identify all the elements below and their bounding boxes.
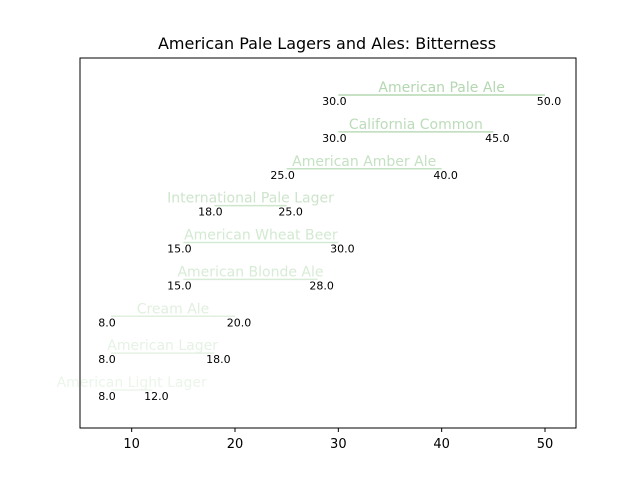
x-tick-label: 10 — [123, 437, 140, 452]
max-value-label: 28.0 — [309, 279, 334, 292]
style-label: American Blonde Ale — [177, 264, 323, 280]
style-label: American Wheat Beer — [184, 228, 338, 244]
style-label: International Pale Lager — [167, 191, 334, 207]
x-tick-label: 50 — [537, 437, 554, 452]
min-value-label: 25.0 — [270, 169, 295, 182]
min-value-label: 8.0 — [98, 316, 116, 329]
max-value-label: 18.0 — [206, 353, 231, 366]
chart-title: American Pale Lagers and Ales: Bitternes… — [158, 34, 496, 53]
style-label: American Amber Ale — [292, 154, 436, 170]
style-label: American Pale Ale — [378, 80, 505, 96]
max-value-label: 50.0 — [537, 95, 562, 108]
max-value-label: 25.0 — [278, 206, 303, 219]
min-value-label: 8.0 — [98, 353, 116, 366]
max-value-label: 30.0 — [330, 243, 355, 256]
min-value-label: 30.0 — [322, 95, 347, 108]
min-value-label: 30.0 — [322, 132, 347, 145]
x-axis: 10 20 30 40 50 — [123, 428, 553, 452]
min-value-label: 15.0 — [167, 279, 192, 292]
x-tick-label: 20 — [227, 437, 244, 452]
max-value-label: 20.0 — [227, 316, 252, 329]
max-value-label: 45.0 — [485, 132, 510, 145]
max-value-label: 12.0 — [144, 390, 169, 403]
min-value-label: 18.0 — [198, 206, 223, 219]
style-label: American Light Lager — [57, 375, 207, 391]
x-tick-label: 40 — [433, 437, 450, 452]
min-value-label: 8.0 — [98, 390, 116, 403]
max-value-label: 40.0 — [433, 169, 458, 182]
style-label: American Lager — [107, 338, 218, 354]
plot-area — [79, 57, 577, 429]
min-value-label: 15.0 — [167, 243, 192, 256]
style-label: California Common — [349, 117, 483, 133]
x-tick-label: 30 — [330, 437, 347, 452]
style-label: Cream Ale — [137, 301, 210, 317]
